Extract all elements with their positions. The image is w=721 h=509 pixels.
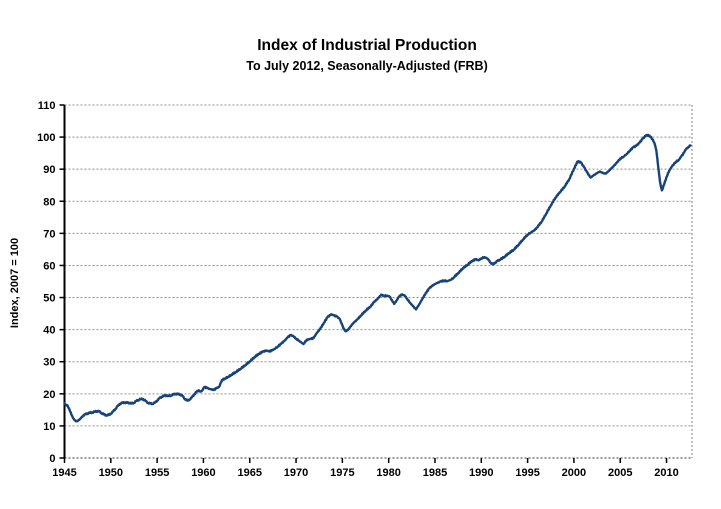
x-tick-label: 1970 — [284, 467, 308, 479]
y-tick-label: 30 — [43, 357, 55, 369]
y-tick-label: 0 — [49, 453, 55, 465]
x-tick-label: 1985 — [423, 467, 447, 479]
y-tick-label: 70 — [43, 228, 55, 240]
x-tick-label: 2005 — [608, 467, 632, 479]
tick-marks — [59, 104, 668, 463]
y-tick-label: 20 — [43, 389, 55, 401]
y-tick-label: 80 — [43, 196, 55, 208]
x-tick-label: 1995 — [515, 467, 539, 479]
y-tick-label: 10 — [43, 421, 55, 433]
x-tick-label: 1980 — [376, 467, 400, 479]
y-tick-label: 110 — [38, 100, 56, 112]
x-tick-label: 2010 — [654, 467, 678, 479]
y-tick-label: 40 — [43, 325, 55, 337]
x-tick-label: 1945 — [52, 467, 76, 479]
x-tick-label: 1960 — [191, 467, 215, 479]
x-tick-label: 1955 — [145, 467, 169, 479]
x-tick-label: 2000 — [562, 467, 586, 479]
y-tick-label: 90 — [43, 164, 55, 176]
gridlines — [64, 104, 693, 459]
tick-labels: 0 10 20 30 40 50 60 70 80 90 100 110 1945 1950 1955 196… — [37, 100, 679, 479]
data-series-line — [63, 133, 692, 423]
chart-title: Index of Industrial Production — [257, 37, 477, 54]
y-tick-label: 60 — [43, 260, 55, 272]
x-tick-label: 1975 — [330, 467, 354, 479]
industrial-production-line — [63, 133, 692, 423]
chart-subtitle: To July 2012, Seasonally-Adjusted (FRB) — [246, 59, 488, 73]
y-tick-label: 100 — [37, 132, 55, 144]
y-axis-title: Index, 2007 = 100 — [9, 238, 21, 328]
x-tick-label: 1990 — [469, 467, 493, 479]
x-tick-label: 1950 — [99, 467, 123, 479]
x-tick-label: 1965 — [237, 467, 261, 479]
y-tick-label: 50 — [43, 293, 55, 305]
